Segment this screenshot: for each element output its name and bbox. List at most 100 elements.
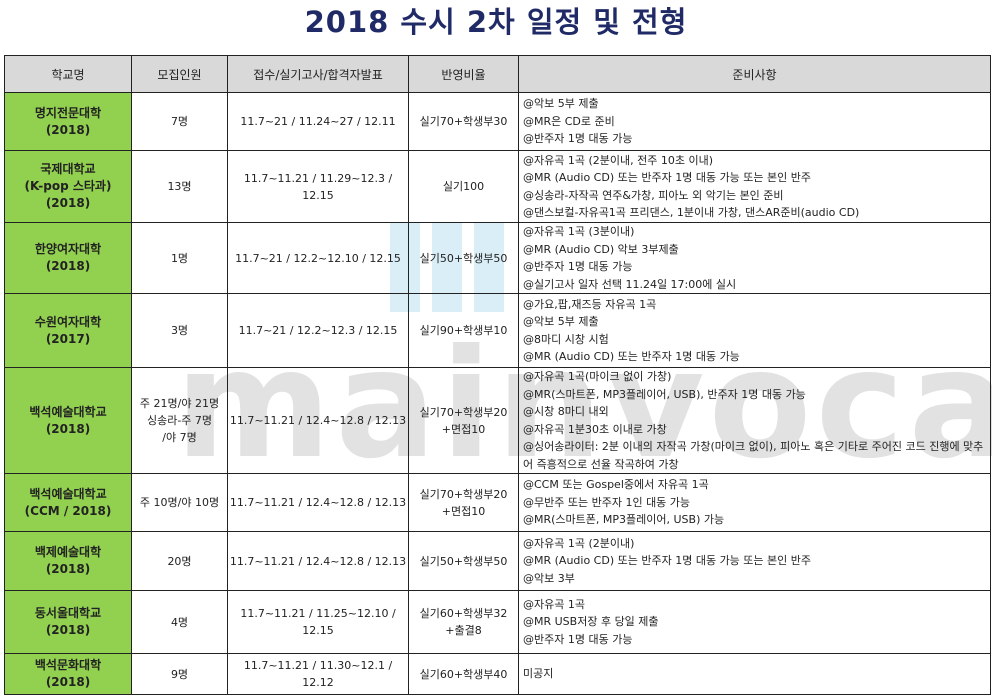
ratio-line: 실기50+학생부50 (419, 554, 508, 568)
ratio: 실기60+학생부40 (408, 653, 519, 695)
table-row: 백석문화대학 (2018) 9명 11.7~11.21 / 11.30~12.1 / … (4, 653, 991, 695)
schedule-line: 11.7~21 / 12.2~12.3 / 12.15 (238, 324, 398, 337)
preparation-line: @MR (Audio CD) 또는 반주자 1명 대동 가능 또는 본인 반주 (523, 554, 812, 568)
schedule-line: 11.7~11.21 / 11.30~12.1 / 12.12 (243, 659, 393, 689)
ratio: 실기90+학생부10 (408, 293, 519, 368)
schedule: 11.7~21 / 11.24~27 / 12.11 (227, 92, 409, 151)
school-name-line: (2017) (45, 331, 91, 346)
ratio-line: 실기100 (442, 180, 485, 193)
preparation-line: @싱송라-자작곡 연주&가창, 피아노 외 악기는 본인 준비 (523, 188, 784, 202)
table-row: 명지전문대학 (2018) 7명 11.7~21 / 11.24~27 / 12.11… (4, 92, 991, 151)
quota-line: /야 7명 (162, 431, 197, 444)
ratio: 실기60+학생부32 +출결8 (408, 590, 519, 654)
preparation-line: @MR (Audio CD) 또는 반주자 1명 대동 가능 (523, 350, 740, 363)
table-row: 동서울대학교 (2018) 4명 11.7~11.21 / 11.25~12.10 /… (4, 590, 991, 654)
preparation-line: @악보 5부 제출 (523, 315, 599, 328)
schedule-line: 11.7~11.21 / 12.4~12.8 / 12.13 (229, 414, 407, 427)
preparation-line: 미공지 (523, 667, 554, 681)
school-name-line: (2018) (45, 196, 91, 210)
schedule: 11.7~11.21 / 11.30~12.1 / 12.12 (227, 653, 409, 695)
school-name: 수원여자대학 (2017) (4, 293, 132, 368)
schedule: 11.7~11.21 / 12.4~12.8 / 12.13 (227, 367, 409, 474)
school-name-line: (2018) (45, 421, 91, 436)
quota-line: 싱송라-주 7명 (146, 414, 213, 427)
preparation: @자유곡 1곡(마이크 없이 가창) @MR(스마트폰, MP3플레이어, USB… (518, 367, 991, 474)
preparation: @CCM 또는 Gospel중에서 자유곡 1곡 @무반주 또는 반주자 1인 대… (518, 473, 991, 532)
school-name-line: (2018) (45, 675, 91, 689)
schedule-line: 11.7~11.21 / 11.29~12.3 / 12.15 (243, 171, 393, 202)
quota-line: 4명 (170, 615, 189, 629)
ratio-line: 실기70+학생부20 (419, 405, 508, 419)
school-name-line: 백석문화대학 (34, 658, 102, 672)
table-row: 백석예술대학교 (CCM / 2018) 주 10명/야 10명 11.7~11.21… (4, 473, 991, 532)
school-name-line: 수원여자대학 (34, 314, 102, 329)
preparation: 미공지 (518, 653, 991, 695)
preparation: @자유곡 1곡 (3분이내) @MR (Audio CD) 악보 3부제출 @반주자… (518, 222, 991, 294)
ratio-line: +면접10 (441, 504, 486, 518)
schedule-line: 11.7~21 / 12.2~12.10 / 12.15 (235, 251, 401, 265)
school-name-line: (K-pop 스타과) (24, 179, 112, 193)
table-row: 국제대학교 (K-pop 스타과) (2018) 13명 11.7~11.21 / 11… (4, 150, 991, 223)
header-row: 학교명 모집인원 접수/실기고사/합격자발표 반영비율 준비사항 (4, 55, 991, 93)
quota-line: 7명 (170, 115, 189, 128)
preparation-line: @반주자 1명 대동 가능 (523, 632, 633, 646)
table-row: 백제예술대학 (2018) 20명 11.7~11.21 / 12.4~12.8 / … (4, 531, 991, 591)
preparation-line: @무반주 또는 반주자 1인 대동 가능 (523, 495, 691, 509)
schedule: 11.7~11.21 / 11.29~12.3 / 12.15 (227, 150, 409, 223)
quota-line: 1명 (170, 251, 189, 265)
schedule-line: 11.7~11.21 / 12.4~12.8 / 12.13 (229, 496, 407, 509)
quota: 주 21명/야 21명 싱송라-주 7명/야 7명 (131, 367, 228, 474)
quota: 9명 (131, 653, 228, 695)
schedule-line: 11.7~21 / 11.24~27 / 12.11 (240, 115, 396, 128)
school-name-line: 국제대학교 (40, 162, 96, 176)
schedule: 11.7~21 / 12.2~12.10 / 12.15 (227, 222, 409, 294)
preparation-line: @가요,팝,재즈등 자유곡 1곡 (523, 297, 657, 311)
preparation-line: @자유곡 1곡 (3분이내) (523, 225, 635, 238)
quota: 4명 (131, 590, 228, 654)
preparation-line: @댄스보컬-자유곡1곡 프리댄스, 1분이내 가창, 댄스AR준비(audio … (523, 206, 860, 219)
quota: 1명 (131, 222, 228, 294)
ratio: 실기50+학생부50 (408, 222, 519, 294)
ratio: 실기100 (408, 150, 519, 223)
quota: 3명 (131, 293, 228, 368)
school-name-line: 명지전문대학 (34, 105, 102, 120)
school-name-line: (2018) (45, 122, 91, 137)
preparation-line: @실기고사 일자 선택 11.24일 17:00에 실시 (523, 277, 737, 291)
preparation-line: @MR (Audio CD) 또는 반주자 1명 대동 가능 또는 본인 반주 (523, 171, 812, 184)
quota-line: 주 10명/야 10명 (139, 496, 220, 509)
ratio-line: 실기50+학생부50 (419, 251, 508, 265)
preparation-line: @자유곡 1분30초 이내로 가창 (523, 422, 667, 436)
preparation: @가요,팝,재즈등 자유곡 1곡 @악보 5부 제출 @8마디 시창 시험 @MR (… (518, 293, 991, 368)
header-schedule: 접수/실기고사/합격자발표 (227, 55, 409, 93)
quota-line: 13명 (167, 180, 192, 193)
quota: 주 10명/야 10명 (131, 473, 228, 532)
quota-line: 3명 (170, 324, 189, 337)
schedule-table: 학교명 모집인원 접수/실기고사/합격자발표 반영비율 준비사항 명지전문대학 (… (4, 55, 991, 695)
preparation-line: @MR (Audio CD) 악보 3부제출 (523, 242, 679, 256)
school-name: 백제예술대학 (2018) (4, 531, 132, 591)
school-name-line: 백석예술대학교 (29, 486, 107, 501)
schedule-line: 11.7~11.21 / 12.4~12.8 / 12.13 (229, 554, 407, 568)
preparation: @자유곡 1곡 @MR USB저장 후 당일 제출 @반주자 1명 대동 가능 (518, 590, 991, 654)
ratio-line: +면접10 (441, 422, 486, 436)
school-name: 동서울대학교 (2018) (4, 590, 132, 654)
preparation-line: @8마디 시창 시험 (523, 332, 609, 346)
quota-line: 20명 (167, 554, 192, 568)
preparation: @자유곡 1곡 (2분이내, 전주 10초 이내) @MR (Audio CD) … (518, 150, 991, 223)
page-title: 2018 수시 2차 일정 및 전형 (304, 5, 688, 39)
preparation-line: @MR(스마트폰, MP3플레이어, USB), 반주자 1명 대동 가능 (523, 387, 806, 401)
preparation: @악보 5부 제출 @MR은 CD로 준비 @반주자 1명 대동 가능 (518, 92, 991, 151)
table-row: 백석예술대학교 (2018) 주 21명/야 21명 싱송라-주 7명/야 7명 11.… (4, 367, 991, 474)
preparation-line: @시창 8마디 내외 (523, 405, 609, 418)
schedule: 11.7~11.21 / 12.4~12.8 / 12.13 (227, 531, 409, 591)
school-name: 한양여자대학 (2018) (4, 222, 132, 294)
school-name-line: (CCM / 2018) (24, 503, 112, 518)
quota-line: 9명 (170, 667, 189, 681)
school-name-line: 동서울대학교 (34, 606, 102, 620)
ratio-line: 실기90+학생부10 (419, 324, 508, 337)
preparation-line: @반주자 1명 대동 가능 (523, 260, 633, 273)
preparation-line: @악보 5부 제출 (523, 97, 599, 111)
quota: 20명 (131, 531, 228, 591)
quota: 13명 (131, 150, 228, 223)
preparation: @자유곡 1곡 (2분이내) @MR (Audio CD) 또는 반주자 1명 대… (518, 531, 991, 591)
